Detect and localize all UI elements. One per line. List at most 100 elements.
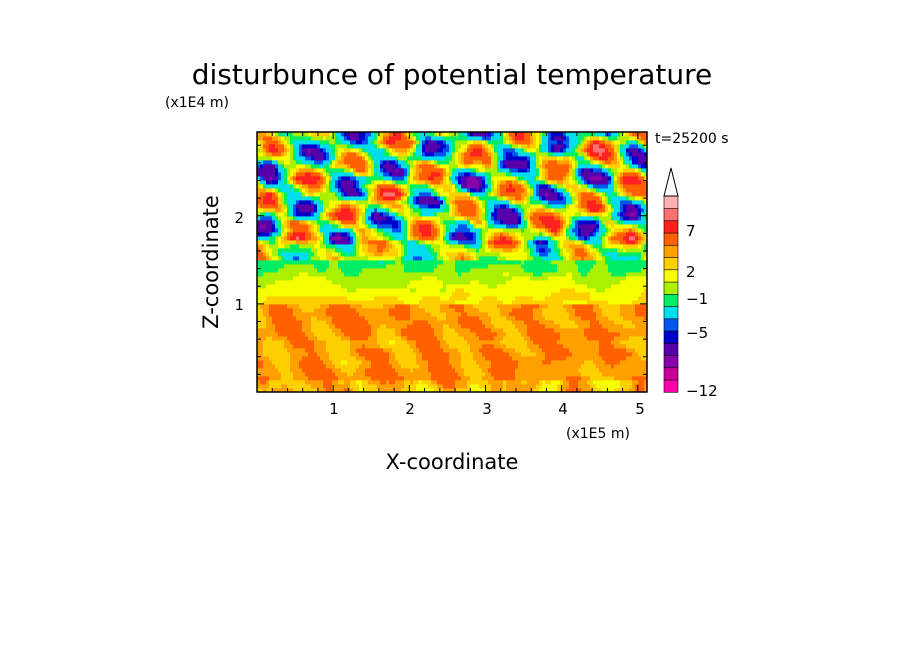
- heatmap-cell: [284, 372, 288, 377]
- heatmap-cell: [293, 300, 297, 305]
- heatmap-cell: [416, 376, 420, 381]
- heatmap-cell: [257, 376, 261, 381]
- heatmap-cell: [374, 360, 378, 365]
- heatmap-cell: [284, 268, 288, 273]
- heatmap-cell: [323, 300, 327, 305]
- heatmap-cell: [314, 160, 318, 165]
- heatmap-cell: [374, 208, 378, 213]
- heatmap-cell: [464, 236, 468, 241]
- heatmap-cell: [296, 380, 300, 385]
- heatmap-cell: [413, 388, 417, 392]
- heatmap-cell: [350, 356, 354, 361]
- heatmap-cell: [371, 360, 375, 365]
- heatmap-cell: [359, 232, 363, 237]
- heatmap-cell: [350, 236, 354, 241]
- heatmap-cell: [332, 244, 336, 249]
- heatmap-cell: [461, 168, 465, 173]
- heatmap-cell: [419, 212, 423, 217]
- heatmap-cell: [446, 144, 450, 149]
- heatmap-cell: [314, 340, 318, 345]
- heatmap-cell: [443, 384, 447, 389]
- heatmap-cell: [350, 344, 354, 349]
- heatmap-cell: [464, 152, 468, 157]
- heatmap-cell: [416, 184, 420, 189]
- heatmap-cell: [458, 300, 462, 305]
- heatmap-cell: [395, 256, 399, 261]
- heatmap-cell: [407, 356, 411, 361]
- heatmap-cell: [299, 200, 303, 205]
- heatmap-cell: [437, 260, 441, 265]
- heatmap-cell: [455, 360, 459, 365]
- heatmap-cell: [335, 296, 339, 301]
- heatmap-cell: [422, 340, 426, 345]
- heatmap-cell: [416, 152, 420, 157]
- heatmap-cell: [392, 320, 396, 325]
- heatmap-cell: [326, 180, 330, 185]
- heatmap-cell: [260, 164, 264, 169]
- heatmap-cell: [299, 256, 303, 261]
- heatmap-cell: [485, 364, 489, 369]
- heatmap-cell: [356, 344, 360, 349]
- heatmap-cell: [377, 160, 381, 165]
- heatmap-cell: [449, 316, 453, 321]
- heatmap-cell: [434, 308, 438, 313]
- heatmap-cell: [464, 196, 468, 201]
- heatmap-cell: [353, 208, 357, 213]
- heatmap-cell: [431, 380, 435, 385]
- heatmap-cell: [338, 304, 342, 309]
- heatmap-cell: [389, 208, 393, 213]
- heatmap-cell: [479, 192, 483, 197]
- heatmap-cell: [458, 272, 462, 277]
- heatmap-cell: [341, 248, 345, 253]
- heatmap-cell: [281, 220, 285, 225]
- heatmap-cell: [335, 212, 339, 217]
- heatmap-cell: [449, 168, 453, 173]
- heatmap-cell: [392, 208, 396, 213]
- heatmap-cell: [329, 332, 333, 337]
- heatmap-cell: [413, 304, 417, 309]
- heatmap-cell: [443, 292, 447, 297]
- heatmap-cell: [413, 164, 417, 169]
- heatmap-cell: [344, 224, 348, 229]
- heatmap-cell: [290, 376, 294, 381]
- heatmap-cell: [257, 308, 261, 313]
- heatmap-cell: [260, 380, 264, 385]
- heatmap-cell: [395, 288, 399, 293]
- heatmap-cell: [392, 292, 396, 297]
- heatmap-cell: [470, 324, 474, 329]
- heatmap-cell: [359, 352, 363, 357]
- heatmap-cell: [257, 172, 261, 177]
- heatmap-cell: [278, 332, 282, 337]
- heatmap-cell: [326, 184, 330, 189]
- heatmap-cell: [398, 356, 402, 361]
- heatmap-cell: [308, 200, 312, 205]
- heatmap-cell: [392, 216, 396, 221]
- heatmap-cell: [374, 164, 378, 169]
- heatmap-cell: [392, 240, 396, 245]
- heatmap-cell: [452, 152, 456, 157]
- heatmap-cell: [299, 364, 303, 369]
- heatmap-cell: [467, 284, 471, 289]
- heatmap-cell: [401, 248, 405, 253]
- heatmap-cell: [359, 308, 363, 313]
- heatmap-cell: [446, 132, 450, 137]
- heatmap-cell: [365, 292, 369, 297]
- heatmap-cell: [428, 380, 432, 385]
- heatmap-cell: [347, 160, 351, 165]
- heatmap-cell: [356, 284, 360, 289]
- heatmap-cell: [395, 380, 399, 385]
- heatmap-cell: [389, 332, 393, 337]
- heatmap-cell: [314, 304, 318, 309]
- heatmap-cell: [302, 144, 306, 149]
- heatmap-cell: [260, 136, 264, 141]
- heatmap-cell: [437, 208, 441, 213]
- heatmap-cell: [365, 228, 369, 233]
- heatmap-cell: [392, 204, 396, 209]
- heatmap-cell: [323, 344, 327, 349]
- heatmap-cell: [311, 152, 315, 157]
- heatmap-cell: [422, 184, 426, 189]
- heatmap-cell: [302, 196, 306, 201]
- heatmap-cell: [428, 132, 432, 137]
- heatmap-cell: [281, 324, 285, 329]
- heatmap-cell: [290, 224, 294, 229]
